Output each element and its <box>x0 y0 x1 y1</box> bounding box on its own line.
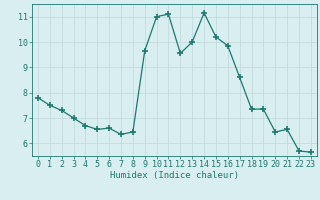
X-axis label: Humidex (Indice chaleur): Humidex (Indice chaleur) <box>110 171 239 180</box>
